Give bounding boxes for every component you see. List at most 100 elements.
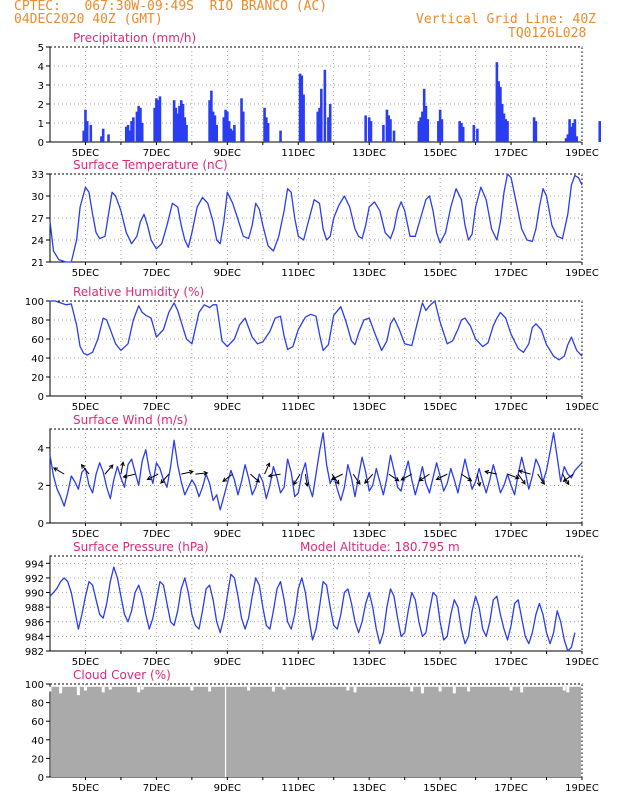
wind-arrow [537, 473, 545, 485]
precip-bar [495, 62, 499, 143]
wind-arrow [264, 462, 270, 475]
precip-bar [316, 111, 320, 142]
precip-ytick-label: 1 [38, 119, 44, 130]
wind-arrow-head [435, 475, 441, 481]
cloud-xtick-label: 19DEC [565, 783, 599, 794]
wind-xtick-label: 19DEC [565, 529, 599, 540]
wind-arrow [476, 474, 481, 486]
cloud-notch [282, 686, 286, 690]
precip-bar [389, 119, 392, 142]
precip-xtick-label: 11DEC [281, 148, 315, 159]
temp-ytick-label: 24 [31, 236, 44, 247]
wind-arrow-head [514, 474, 520, 480]
wind-arrow-head [203, 470, 209, 476]
wind-xtick-label: 15DEC [423, 529, 457, 540]
cloud-ytick-label: 100 [25, 680, 44, 691]
pres-ytick-label: 992 [25, 574, 44, 585]
precip-bar [598, 121, 602, 142]
precip-bar [426, 119, 430, 142]
precip-bar [266, 123, 270, 142]
precip-bar [318, 107, 321, 142]
precip-bar [101, 128, 105, 142]
wind-xtick-label: 17DEC [494, 529, 528, 540]
precip-bar [215, 124, 218, 142]
precip-xtick-label: 19DEC [565, 148, 599, 159]
pres-ytick-label: 984 [25, 632, 44, 643]
wind-arrow-head [120, 461, 125, 467]
wind-arrow [222, 473, 233, 482]
wind-arrow [147, 473, 159, 480]
cloud-area [51, 686, 581, 777]
precip-bar [139, 107, 142, 142]
wind-arrow-head [160, 479, 165, 484]
precip-ytick-label: 2 [38, 100, 44, 111]
precip-bar [107, 134, 110, 142]
cloud-xtick-label: 15DEC [423, 783, 457, 794]
cloud-notch [247, 686, 251, 691]
cloud-notch [509, 686, 513, 691]
rh-xtick-label: 15DEC [423, 402, 457, 413]
precip-bar [300, 75, 304, 142]
precip-bar [424, 105, 428, 142]
wind-arrow-head [122, 473, 128, 479]
precip-bar [155, 98, 158, 142]
wind-arrow [331, 473, 343, 480]
temp-xtick-label: 7DEC [143, 268, 170, 279]
temp-ytick-label: 27 [31, 214, 44, 225]
wind-arrow-head [476, 481, 482, 487]
precip-bar [208, 100, 211, 142]
precip-bar [421, 111, 424, 142]
wind-xtick-label: 5DEC [72, 529, 99, 540]
wind-arrow-head [562, 477, 568, 482]
cloud-title: Cloud Cover (%) [73, 668, 171, 682]
cloud-xtick-label: 17DEC [494, 783, 528, 794]
wind-arrow-head [564, 480, 570, 486]
precip-bar [502, 113, 506, 142]
cloud-xtick-label: 7DEC [143, 783, 170, 794]
precip-bar [564, 138, 568, 142]
wind-arrow [304, 474, 308, 487]
precip-bar [174, 107, 178, 142]
wind-arrow [104, 464, 114, 475]
precip-bar [227, 121, 231, 142]
wind-arrow [352, 473, 361, 485]
precip-bar [179, 100, 183, 142]
wind-arrow [331, 473, 340, 485]
precip-bar [534, 121, 538, 142]
cloud-ytick-label: 60 [31, 717, 44, 728]
wind-xtick-label: 11DEC [281, 529, 315, 540]
cloud-ytick-label: 20 [31, 754, 44, 765]
cloud-ytick-label: 40 [31, 736, 44, 747]
wind-series-line [49, 432, 583, 511]
cloud-notch [59, 686, 63, 694]
precip-bar [126, 124, 130, 142]
precip-bar [100, 136, 103, 142]
pres-xtick-label: 15DEC [423, 657, 457, 668]
cloud-notch [108, 686, 112, 690]
rh-ytick-label: 20 [31, 373, 44, 384]
pres-xtick-label: 19DEC [565, 657, 599, 668]
cloud-notch [520, 686, 524, 693]
precip-bar [211, 111, 215, 142]
precip-bar [460, 123, 463, 142]
precip-bar [500, 104, 504, 142]
cloud-notch [346, 686, 350, 691]
precip-bar [263, 107, 266, 142]
wind-arrow [518, 470, 531, 475]
wind-arrow [419, 473, 430, 482]
cloud-notch [438, 686, 442, 692]
precip-xtick-label: 9DEC [214, 148, 241, 159]
wind-arrow [81, 464, 90, 475]
precip-bar [367, 117, 371, 142]
precip-bar [183, 117, 187, 142]
wind-ytick-label: 4 [38, 444, 44, 455]
pres-ytick-label: 990 [25, 589, 44, 600]
precip-bar [302, 94, 305, 142]
wind-arrow-head [484, 469, 490, 475]
wind-arrow [120, 462, 124, 475]
precip-bar [417, 121, 421, 142]
pres-xtick-label: 9DEC [214, 657, 241, 668]
precip-bar [568, 119, 571, 142]
temp-series-line [49, 173, 583, 263]
precip-bar [210, 90, 213, 142]
